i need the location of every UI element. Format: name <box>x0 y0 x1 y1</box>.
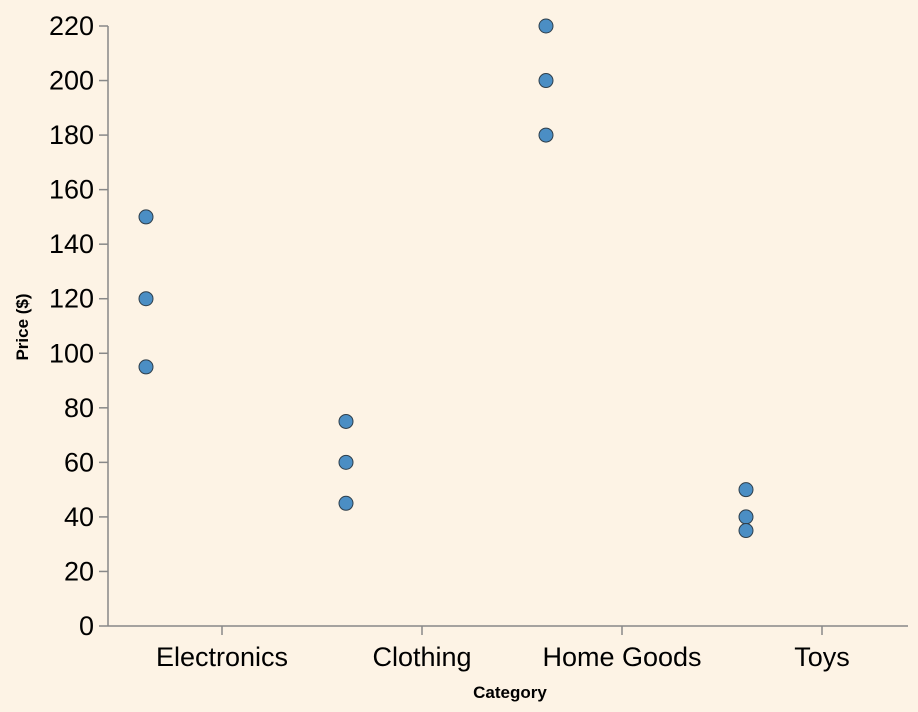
data-point <box>338 413 354 429</box>
y-tick-label: 100 <box>49 338 94 368</box>
data-point <box>738 482 754 498</box>
y-tick-label: 40 <box>64 502 94 532</box>
data-points <box>138 18 754 539</box>
data-point <box>538 127 554 143</box>
data-point <box>738 509 754 525</box>
x-tick-label: Clothing <box>372 642 471 672</box>
x-axis: Electronics Clothing Home Goods Toys <box>108 625 908 672</box>
data-point <box>538 73 554 89</box>
y-tick-label: 20 <box>64 556 94 586</box>
data-point <box>138 209 154 225</box>
x-tick-label: Home Goods <box>542 642 701 672</box>
y-tick-label: 180 <box>49 120 94 150</box>
data-point <box>138 359 154 375</box>
data-point <box>738 523 754 539</box>
y-tick-label: 60 <box>64 447 94 477</box>
y-axis-title: Price ($) <box>13 293 32 360</box>
x-tick-label: Electronics <box>156 642 288 672</box>
y-tick-label: 0 <box>79 611 94 641</box>
x-tick-label: Toys <box>794 642 850 672</box>
y-tick-label: 220 <box>49 11 94 41</box>
y-tick-label: 160 <box>49 175 94 205</box>
x-axis-title: Category <box>473 683 547 702</box>
data-point <box>338 454 354 470</box>
y-tick-label: 140 <box>49 229 94 259</box>
y-tick-label: 120 <box>49 284 94 314</box>
data-point <box>138 291 154 307</box>
y-tick-label: 80 <box>64 393 94 423</box>
y-axis: 0 20 40 60 80 100 120 140 160 180 200 220 <box>49 11 109 641</box>
data-point <box>338 495 354 511</box>
data-point <box>538 18 554 34</box>
y-tick-label: 200 <box>49 66 94 96</box>
